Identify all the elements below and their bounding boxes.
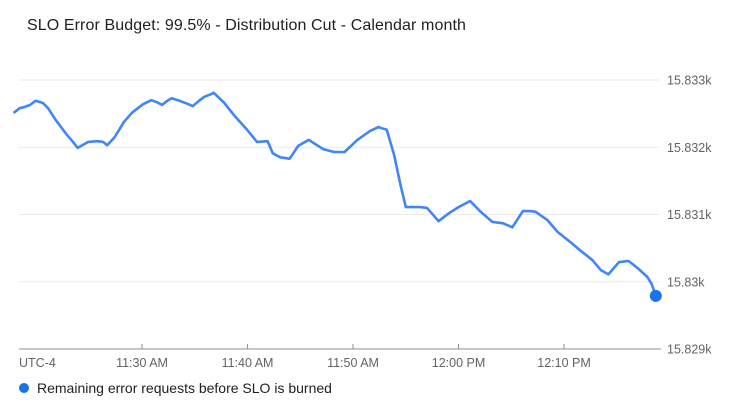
x-axis-label: 11:50 AM [327, 356, 379, 370]
utc-offset-label: UTC-4 [19, 356, 56, 370]
series-endpoint-dot[interactable] [649, 289, 662, 302]
x-axis-label: 12:10 PM [537, 356, 591, 370]
legend-series-label: Remaining error requests before SLO is b… [37, 380, 332, 396]
x-axis-label: 12:00 PM [432, 356, 486, 370]
y-axis-label: 15.829k [667, 343, 712, 357]
y-axis-label: 15.832k [667, 141, 712, 155]
x-axis-label: 11:40 AM [222, 356, 274, 370]
legend-item[interactable]: Remaining error requests before SLO is b… [19, 380, 332, 396]
x-axis-label: 11:30 AM [116, 356, 168, 370]
y-axis-label: 15.833k [667, 74, 712, 88]
y-axis-label: 15.831k [667, 208, 712, 222]
y-axis-label: 15.83k [667, 275, 705, 289]
series-line[interactable] [13, 91, 658, 298]
legend-series-dot-icon [19, 383, 29, 393]
chart-title: SLO Error Budget: 99.5% - Distribution C… [27, 17, 466, 34]
